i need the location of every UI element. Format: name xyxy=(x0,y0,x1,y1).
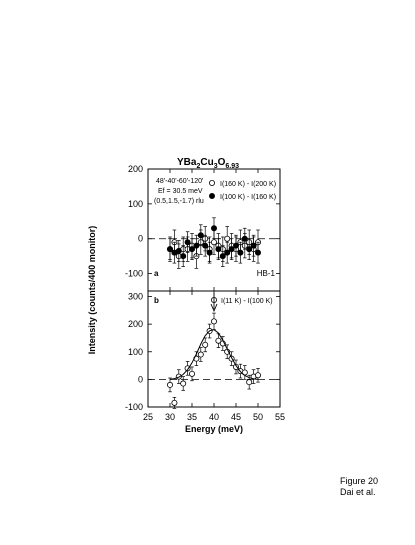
filled-point-a xyxy=(202,242,209,249)
filled-point-a xyxy=(175,247,182,254)
y-tick-label-b: 100 xyxy=(128,347,143,357)
x-tick-label: 50 xyxy=(253,412,263,422)
figure-caption: Figure 20 Dai et al. xyxy=(340,476,378,498)
filled-point-a xyxy=(219,253,226,260)
filled-point-a xyxy=(197,232,204,239)
legend-a-filled-marker xyxy=(208,192,215,199)
filled-point-a xyxy=(254,249,261,256)
caption-line-2: Dai et al. xyxy=(340,487,376,497)
panel-a-param-2: Ef = 30.5 meV xyxy=(158,188,203,195)
filled-point-a xyxy=(166,246,173,253)
open-point-b xyxy=(210,318,217,325)
open-point-b xyxy=(166,381,173,388)
filled-point-a xyxy=(188,246,195,253)
panel-a-marks xyxy=(148,217,280,269)
filled-point-a xyxy=(224,249,231,256)
x-tick-label: 35 xyxy=(187,412,197,422)
open-point-b xyxy=(188,370,195,377)
filled-point-a xyxy=(228,246,235,253)
y-tick-label-a: 200 xyxy=(128,164,143,174)
open-point-b xyxy=(215,337,222,344)
open-point-b xyxy=(171,399,178,406)
y-axis-label: Intensity (counts/400 monitor) xyxy=(87,226,97,355)
x-tick-label: 25 xyxy=(143,412,153,422)
open-point-b xyxy=(246,379,253,386)
filled-point-a xyxy=(232,242,239,249)
x-tick-label: 30 xyxy=(165,412,175,422)
chart-title: YBa2Cu3O6.93 xyxy=(177,157,239,170)
x-tick-label: 55 xyxy=(275,412,285,422)
legend-b-open-label: I(11 K) - I(100 K) xyxy=(221,298,273,305)
y-tick-label-a: 100 xyxy=(128,199,143,209)
caption-line-1: Figure 20 xyxy=(340,476,379,486)
filled-point-a xyxy=(250,242,257,249)
legend-a-filled-label: I(100 K) - I(160 K) xyxy=(220,194,276,201)
y-tick-label-b: 0 xyxy=(138,374,143,384)
filled-point-a xyxy=(210,225,217,232)
y-tick-label-b: -100 xyxy=(125,402,143,412)
peak-arrow-head xyxy=(210,303,218,313)
open-point-b xyxy=(197,351,204,358)
filled-point-a xyxy=(184,239,191,246)
filled-point-a xyxy=(237,249,244,256)
y-tick-label-b: 200 xyxy=(128,319,143,329)
x-tick-label: 40 xyxy=(209,412,219,422)
axes: -100 0 100 200 -100 0 100 200 300 25 30 35 40 45 50 55 xyxy=(125,164,285,422)
open-point-a xyxy=(210,239,217,246)
legend-a-open-marker xyxy=(208,179,215,186)
panel-a-param-1: 48'-40'-60'-120' xyxy=(156,178,203,185)
x-tick-label: 45 xyxy=(231,412,241,422)
open-point-b xyxy=(232,363,239,370)
panel-b-marks xyxy=(148,293,280,409)
filled-point-a xyxy=(180,253,187,260)
panel-a-label: HB-1 xyxy=(257,269,276,278)
y-tick-label-a: -100 xyxy=(125,269,143,279)
x-axis-label: Energy (meV) xyxy=(185,424,243,434)
filled-point-a xyxy=(193,242,200,249)
y-tick-label-b: 300 xyxy=(128,292,143,302)
filled-point-a xyxy=(246,246,253,253)
y-tick-label-a: 0 xyxy=(138,234,143,244)
panel-a-param-3: (0.5,1.5,-1.7) rlu xyxy=(154,198,204,205)
fit-curve xyxy=(169,329,259,380)
open-point-a xyxy=(224,235,231,242)
filled-point-a xyxy=(215,246,222,253)
filled-point-a xyxy=(241,235,248,242)
panel-a-letter: a xyxy=(154,269,159,278)
open-point-b xyxy=(202,341,209,348)
open-point-b xyxy=(180,380,187,387)
legend-a-open-label: I(160 K) - I(200 K) xyxy=(220,181,276,188)
filled-point-a xyxy=(206,249,213,256)
open-point-b xyxy=(254,372,261,379)
panel-b-letter: b xyxy=(154,296,159,305)
